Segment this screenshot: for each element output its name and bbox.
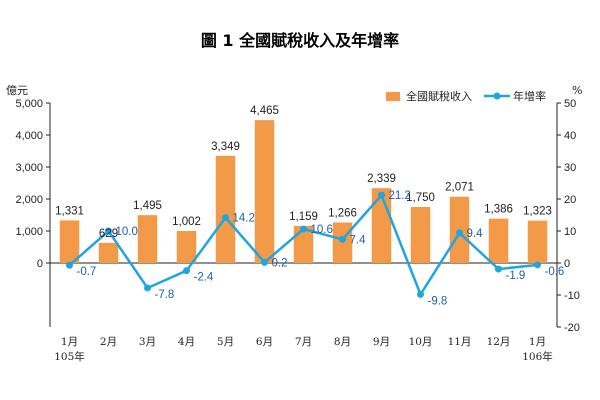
- line-point: [105, 227, 112, 235]
- bar-value-label: 2,339: [367, 173, 396, 185]
- line-point: [495, 265, 502, 273]
- legend-line-label: 年增率: [513, 89, 546, 103]
- bar-series: [59, 120, 548, 264]
- category-label: 12月: [487, 336, 511, 348]
- line-value-label: 9.4: [467, 228, 484, 240]
- line-value-label: -0.7: [77, 266, 97, 278]
- left-tick-label: 1,000: [15, 226, 43, 238]
- bar-value-label: 1,159: [289, 211, 318, 223]
- line-value-label: 7.4: [350, 234, 367, 246]
- right-tick-label: 30: [564, 162, 576, 174]
- axes: 0 1,000 2,000 3,000 4,000 5,000 -20 -10 0 10 20 30 4…: [15, 98, 579, 363]
- chart-title: 圖 1 全國賦稅收入及年增率: [201, 31, 399, 50]
- line-point: [534, 261, 541, 269]
- category-label: 1月: [529, 336, 546, 348]
- line-point: [378, 191, 385, 199]
- line-point: [183, 267, 190, 275]
- line-point: [222, 214, 229, 222]
- category-label: 10月: [409, 336, 433, 348]
- bar-value-label: 1,323: [523, 206, 552, 218]
- bar-value-label: 3,349: [211, 141, 240, 153]
- line-value-label: -2.4: [194, 272, 214, 284]
- category-label: 4月: [178, 336, 195, 348]
- bar-value-label: 1,495: [133, 200, 162, 212]
- line-point: [261, 258, 268, 266]
- line-value-label: 10.0: [116, 226, 138, 238]
- category-label: 2月: [100, 336, 117, 348]
- right-tick-label: 40: [564, 130, 576, 142]
- bar: [488, 218, 509, 263]
- line-point: [456, 229, 463, 237]
- bar-value-label: 2,071: [445, 182, 474, 194]
- line-point: [339, 235, 346, 243]
- left-axis-unit: 億元: [6, 84, 28, 97]
- bar-value-label: 1,002: [172, 216, 201, 228]
- category-label: 6月: [256, 336, 273, 348]
- right-tick-label: -20: [564, 322, 580, 334]
- bar: [176, 230, 197, 263]
- legend-bar-label: 全國賦稅收入: [406, 89, 472, 103]
- legend-bar-swatch: [386, 92, 400, 101]
- category-label: 7月: [295, 336, 312, 348]
- line-point: [144, 284, 151, 292]
- left-tick-label: 3,000: [15, 162, 43, 174]
- bar: [59, 220, 80, 263]
- category-label: 8月: [334, 336, 351, 348]
- bar: [410, 207, 431, 263]
- line-point: [417, 290, 424, 298]
- line-value-label: -0.6: [545, 266, 565, 278]
- category-sublabel: 106年: [522, 350, 553, 363]
- category-label: 11月: [448, 336, 472, 348]
- left-tick-label: 4,000: [15, 130, 43, 142]
- left-tick-label: 5,000: [15, 98, 43, 110]
- left-tick-label: 2,000: [15, 194, 43, 206]
- bar-value-label: 1,331: [55, 205, 84, 217]
- line-point: [300, 225, 307, 233]
- category-label: 1月: [61, 336, 78, 348]
- bar: [98, 242, 119, 263]
- line-series: [66, 191, 541, 298]
- line-value-label: -7.8: [155, 289, 175, 301]
- bar: [254, 120, 275, 264]
- category-label: 3月: [139, 336, 156, 348]
- line-value-label: -9.8: [428, 295, 448, 307]
- bar-value-label: 1,386: [484, 204, 513, 216]
- legend-line-marker: [493, 92, 501, 100]
- line-value-label: 10.6: [311, 224, 333, 236]
- right-tick-label: 10: [564, 226, 576, 238]
- data-labels: 1,331 629 1,495 1,002 3,349 4,465 1,159 1,266 2,…: [55, 105, 564, 307]
- right-tick-label: 50: [564, 98, 576, 110]
- line-value-label: -1.9: [506, 270, 526, 282]
- right-tick-label: 20: [564, 194, 576, 206]
- right-tick-label: -10: [564, 290, 580, 302]
- bar: [137, 215, 158, 263]
- category-label: 9月: [373, 336, 390, 348]
- right-tick-label: 0: [564, 258, 570, 270]
- line-value-label: 14.2: [233, 213, 255, 225]
- category-sublabel: 105年: [54, 350, 85, 363]
- line-value-label: 21.2: [389, 190, 411, 202]
- right-axis-unit: %: [572, 84, 582, 97]
- bar-value-label: 4,465: [250, 105, 279, 117]
- bar: [527, 220, 548, 263]
- bar-value-label: 1,750: [406, 192, 435, 204]
- bar-value-label: 1,266: [328, 207, 357, 219]
- line-point: [66, 261, 73, 269]
- bar-value-label: 629: [99, 228, 118, 240]
- legend: 全國賦稅收入 年增率: [386, 89, 546, 103]
- bar: [215, 155, 236, 263]
- category-label: 5月: [217, 336, 234, 348]
- left-tick-label: 0: [37, 258, 43, 270]
- line-value-label: 0.2: [272, 257, 288, 269]
- bar: [293, 225, 314, 263]
